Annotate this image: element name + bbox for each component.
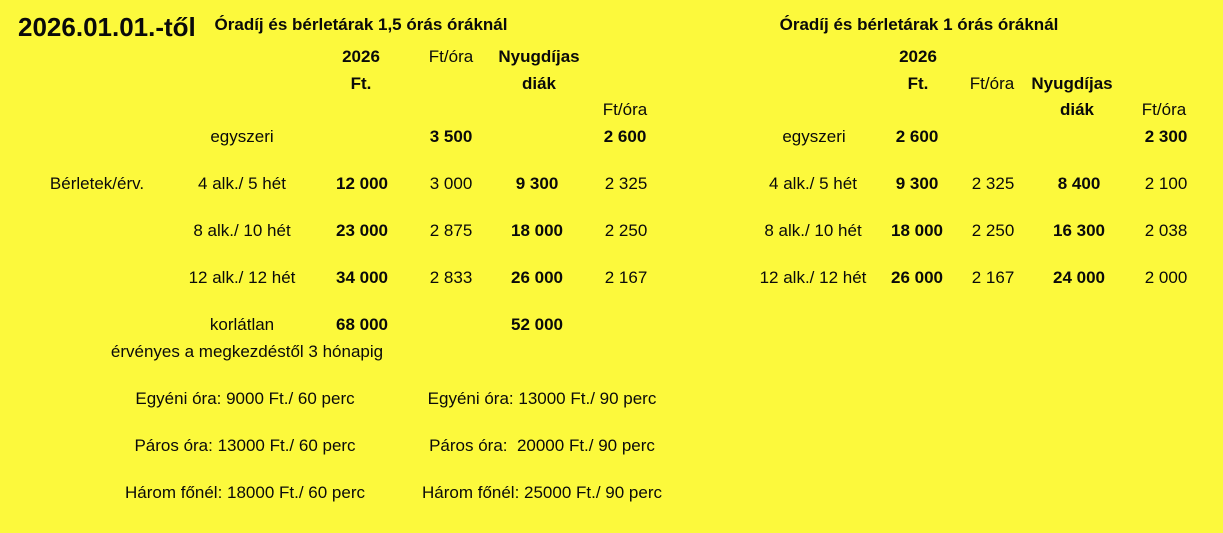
discount-per-hour-cell: 2 167 <box>604 268 648 288</box>
discount-per-hour-cell: 2 000 <box>1144 268 1188 288</box>
price-cell: 34 000 <box>336 268 388 288</box>
per-hour-cell: 3 500 <box>429 127 473 147</box>
discount-per-hour-cell: 2 100 <box>1144 174 1188 194</box>
discount-per-hour-cell: 2 600 <box>603 127 647 147</box>
left-table-title: Óradíj és bérletárak 1,5 órás óráknál <box>214 15 508 35</box>
row-label: 4 alk./ 5 hét <box>198 174 286 194</box>
discount-per-hour-cell: 2 325 <box>604 174 648 194</box>
price-cell: 68 000 <box>336 315 388 335</box>
discount-per-hour-cell: 2 038 <box>1144 221 1188 241</box>
private-lesson-60min: Három főnél: 18000 Ft./ 60 perc <box>124 483 366 503</box>
price-cell: 26 000 <box>891 268 943 288</box>
validity-note: érvényes a megkezdéstől 3 hónapig <box>110 342 384 362</box>
left-header-discount-line2: diák <box>521 74 557 94</box>
discount-price-cell: 8 400 <box>1057 174 1101 194</box>
private-lesson-60min: Páros óra: 13000 Ft./ 60 perc <box>134 436 356 456</box>
price-cell: 2 600 <box>895 127 939 147</box>
price-cell: 23 000 <box>336 221 388 241</box>
discount-price-cell: 16 300 <box>1053 221 1105 241</box>
per-hour-cell: 2 875 <box>429 221 473 241</box>
discount-price-cell: 24 000 <box>1053 268 1105 288</box>
right-header-currency: Ft. <box>907 74 929 94</box>
right-header-discount-line1: Nyugdíjas <box>1031 74 1113 94</box>
price-cell: 18 000 <box>891 221 943 241</box>
left-header-per-hour: Ft/óra <box>428 47 474 67</box>
discount-price-cell: 52 000 <box>511 315 563 335</box>
private-lesson-90min: Három főnél: 25000 Ft./ 90 perc <box>421 483 663 503</box>
row-label: 8 alk./ 10 hét <box>193 221 291 241</box>
right-header-discount-line2: diák <box>1059 100 1095 120</box>
private-lesson-90min: Egyéni óra: 13000 Ft./ 90 perc <box>427 389 657 409</box>
discount-price-cell: 18 000 <box>511 221 563 241</box>
left-header-discount-per-hour: Ft/óra <box>602 100 648 120</box>
left-header-currency: Ft. <box>350 74 372 94</box>
per-hour-cell: 2 325 <box>971 174 1015 194</box>
row-label: 8 alk./ 10 hét <box>764 221 862 241</box>
row-label: korlátlan <box>209 315 275 335</box>
per-hour-cell: 2 167 <box>971 268 1015 288</box>
row-label: 12 alk./ 12 hét <box>188 268 296 288</box>
left-header-year: 2026 <box>342 47 380 67</box>
discount-price-cell: 9 300 <box>515 174 559 194</box>
left-header-discount-line1: Nyugdíjas <box>498 47 580 67</box>
row-label: 12 alk./ 12 hét <box>759 268 867 288</box>
per-hour-cell: 3 000 <box>429 174 473 194</box>
right-header-year: 2026 <box>899 47 937 67</box>
right-table-title: Óradíj és bérletárak 1 órás óráknál <box>779 15 1059 35</box>
row-label: egyszeri <box>782 127 846 147</box>
price-cell: 9 300 <box>895 174 939 194</box>
group-label: Bérletek/érv. <box>49 174 145 194</box>
right-header-discount-per-hour: Ft/óra <box>1141 100 1187 120</box>
discount-per-hour-cell: 2 250 <box>604 221 648 241</box>
discount-per-hour-cell: 2 300 <box>1144 127 1188 147</box>
effective-date: 2026.01.01.-től <box>18 12 196 42</box>
price-cell: 12 000 <box>336 174 388 194</box>
per-hour-cell: 2 833 <box>429 268 473 288</box>
row-label: 4 alk./ 5 hét <box>769 174 857 194</box>
per-hour-cell: 2 250 <box>971 221 1015 241</box>
row-label: egyszeri <box>210 127 274 147</box>
private-lesson-60min: Egyéni óra: 9000 Ft./ 60 perc <box>135 389 355 409</box>
private-lesson-90min: Páros óra: 20000 Ft./ 90 perc <box>429 436 655 456</box>
discount-price-cell: 26 000 <box>511 268 563 288</box>
right-header-per-hour: Ft/óra <box>969 74 1015 94</box>
